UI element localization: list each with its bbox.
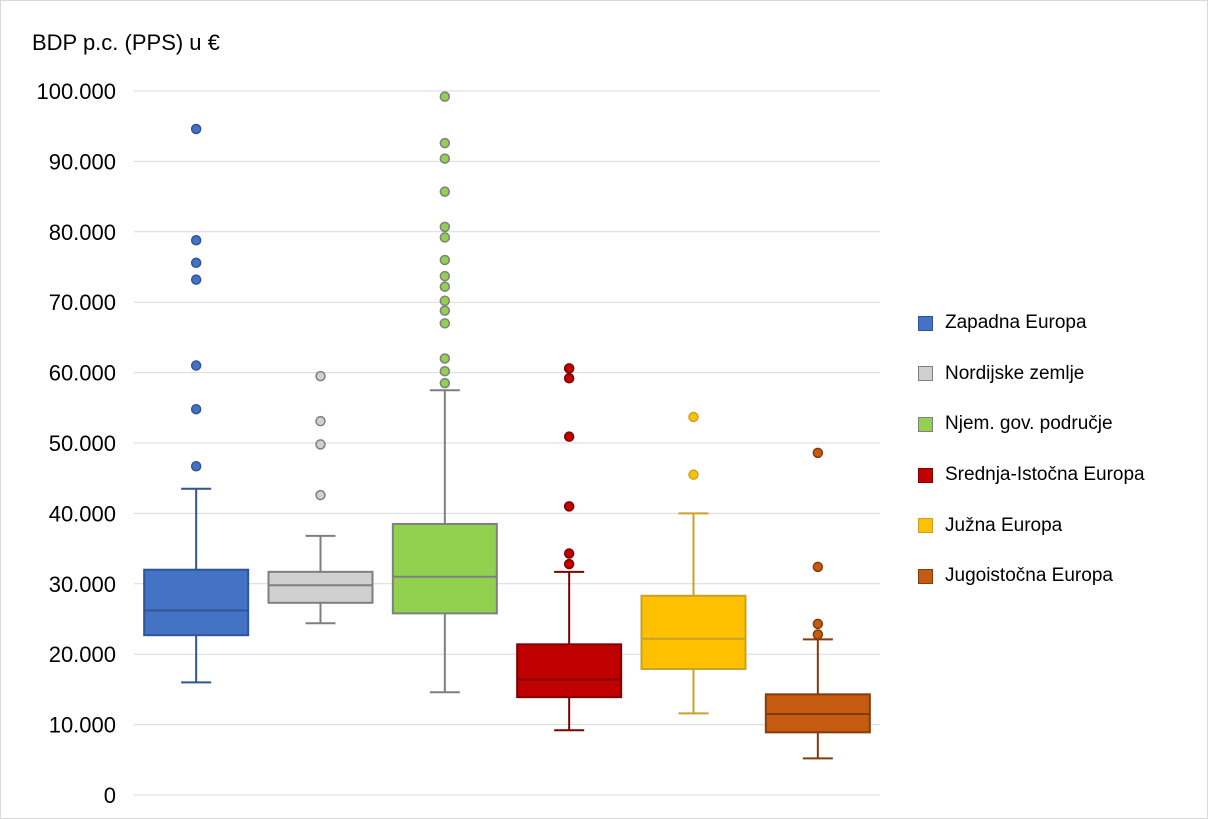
y-tick-label: 10.000 [49, 713, 116, 738]
gridlines [134, 90, 880, 796]
outlier-point [190, 274, 202, 285]
legend-item: Srednja-Istočna Europa [918, 450, 1145, 501]
legend-label: Njem. gov. područje [945, 413, 1113, 435]
outlier-point [439, 254, 451, 266]
legend-item: Nordijske zemlje [918, 349, 1145, 400]
legend-swatch [918, 416, 933, 432]
y-tick-label: 60.000 [49, 361, 116, 386]
outlier-point [439, 91, 451, 102]
outlier-point [563, 372, 575, 384]
outlier-point [190, 403, 202, 415]
y-tick-label: 0 [104, 783, 116, 808]
legend-item: Njem. gov. područje [918, 399, 1145, 450]
legend-swatch [918, 366, 933, 382]
legend: Zapadna Europa Nordijske zemlje Njem. gov.… [918, 298, 1145, 602]
outlier-point [439, 137, 451, 149]
y-tick-label: 90.000 [49, 149, 116, 174]
legend-label: Jugoistočna Europa [945, 565, 1113, 587]
y-tick-label: 100.000 [36, 79, 116, 104]
outlier-point [315, 489, 326, 501]
outlier-point [190, 234, 202, 246]
outlier-point [190, 460, 202, 472]
outlier-point [439, 281, 451, 292]
outlier-point [812, 629, 824, 640]
y-tick-label: 40.000 [49, 501, 116, 526]
outlier-point [563, 431, 575, 442]
legend-label: Južna Europa [945, 514, 1063, 536]
outlier-point [688, 411, 699, 423]
outlier-point [812, 447, 824, 459]
outlier-point [190, 257, 202, 269]
y-tick-label: 30.000 [49, 572, 116, 597]
outlier-point [439, 270, 451, 282]
outlier-point [190, 360, 202, 371]
outlier-point [315, 439, 326, 450]
outlier-point [439, 353, 451, 364]
outlier-point [563, 548, 575, 559]
legend-swatch [918, 518, 933, 534]
y-axis-ticks: 0 10.000 20.000 30.000 40.000 50.000 60.000 70.… [36, 79, 116, 808]
iqr-box [516, 643, 623, 699]
outlier-point [563, 558, 575, 570]
y-tick-label: 20.000 [49, 642, 116, 667]
y-tick-label: 80.000 [49, 220, 116, 245]
legend-label: Zapadna Europa [945, 312, 1087, 334]
outlier-point [190, 123, 202, 135]
outlier-point [812, 618, 824, 630]
iqr-box [143, 568, 250, 637]
outlier-point [315, 415, 326, 427]
outlier-point [439, 377, 451, 389]
legend-label: Nordijske zemlje [945, 362, 1085, 384]
box-group [764, 447, 871, 760]
outlier-point [563, 363, 575, 374]
legend-item: Južna Europa [918, 500, 1145, 551]
outlier-point [439, 221, 451, 233]
box-group [391, 91, 498, 694]
y-tick-label: 50.000 [49, 431, 116, 456]
y-axis-label: BDP p.c. (PPS) u € [32, 30, 220, 55]
box-group [516, 363, 623, 732]
outlier-point [439, 318, 451, 329]
iqr-box [391, 522, 498, 615]
outlier-point [688, 469, 699, 480]
legend-swatch [918, 315, 933, 331]
legend-item: Zapadna Europa [918, 298, 1145, 349]
outlier-point [439, 153, 451, 164]
box-group [640, 411, 747, 715]
outlier-point [439, 186, 451, 197]
box-group [267, 370, 374, 625]
box-group [143, 123, 250, 684]
outlier-point [439, 365, 451, 377]
iqr-box [267, 570, 374, 604]
outlier-point [439, 305, 451, 316]
outlier-point [812, 561, 824, 573]
outlier-point [439, 295, 451, 307]
boxes [143, 91, 871, 760]
legend-swatch [918, 568, 933, 584]
legend-item: Jugoistočna Europa [918, 551, 1145, 602]
legend-swatch [918, 467, 933, 483]
outlier-point [439, 232, 451, 243]
legend-label: Srednja-Istočna Europa [945, 464, 1145, 486]
y-tick-label: 70.000 [49, 290, 116, 315]
outlier-point [563, 501, 575, 512]
outlier-point [315, 370, 326, 382]
iqr-box [640, 594, 747, 670]
